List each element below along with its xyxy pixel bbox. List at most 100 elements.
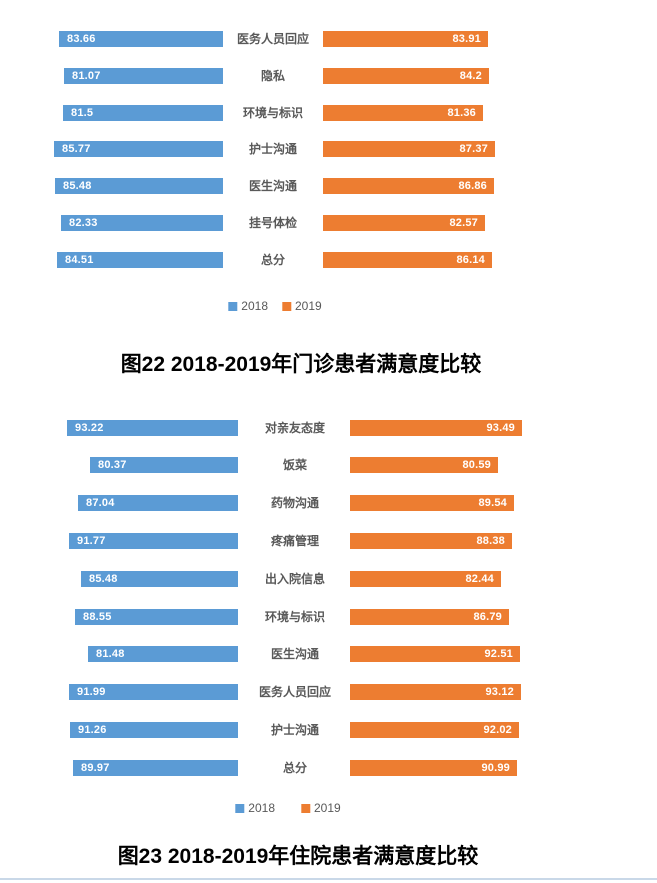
bar-value-2018: 81.48 [96,648,125,660]
category-label: 环境与标识 [242,106,304,120]
category-label: 护士沟通 [248,142,298,156]
category-label: 总分 [260,253,286,267]
bar-value-2018: 93.22 [75,422,104,434]
category-label: 护士沟通 [270,723,320,737]
bar-value-2018: 89.97 [81,762,110,774]
bar-value-2019: 86.79 [473,611,502,623]
bar-2018: 82.33 [61,215,223,231]
legend-item-2019: 2019 [282,299,322,313]
category-label: 出入院信息 [264,572,326,586]
bar-2019: 81.36 [323,105,483,121]
bar-value-2019: 89.54 [478,497,507,509]
bar-2019: 82.44 [350,571,501,587]
category-label: 挂号体检 [248,216,298,230]
legend-item-2018: 2018 [235,801,275,815]
category-label: 医生沟通 [248,179,298,193]
bar-value-2018: 82.33 [69,217,98,229]
figure22-caption: 图22 2018-2019年门诊患者满意度比较 [120,353,482,376]
category-label: 药物沟通 [270,496,320,510]
bar-value-2019: 86.14 [456,254,485,266]
bar-2018: 91.77 [69,533,238,549]
bar-value-2019: 93.49 [486,422,515,434]
legend-label: 2018 [248,801,275,815]
legend-swatch-icon [235,803,245,813]
category-label: 医务人员回应 [236,32,310,46]
bar-2019: 87.37 [323,141,495,157]
bar-value-2018: 85.48 [63,180,92,192]
bar-value-2018: 85.77 [62,143,91,155]
bar-2019: 80.59 [350,457,498,473]
bar-value-2019: 81.36 [447,107,476,119]
category-label: 疼痛管理 [270,534,320,548]
legend-label: 2019 [314,801,341,815]
legend-label: 2018 [241,299,268,313]
bar-2019: 89.54 [350,495,514,511]
bar-2018: 81.48 [88,646,238,662]
category-label: 总分 [282,761,308,775]
bar-value-2018: 81.5 [71,107,94,119]
figure23-caption: 图23 2018-2019年住院患者满意度比较 [117,845,479,868]
bar-value-2019: 90.99 [481,762,510,774]
bar-value-2018: 80.37 [98,459,127,471]
bar-2018: 84.51 [57,252,223,268]
bar-value-2018: 84.51 [65,254,94,266]
bar-2018: 81.5 [63,105,223,121]
category-label: 隐私 [260,69,286,83]
bar-2018: 93.22 [67,420,238,436]
legend-swatch-icon [282,301,291,311]
chart-legend: 2018 2019 [235,801,341,815]
bottom-divider [0,878,657,880]
bar-2019: 86.79 [350,609,509,625]
bar-value-2019: 93.12 [485,686,514,698]
bar-2019: 84.2 [323,68,489,84]
legend-item-2018: 2018 [228,299,268,313]
category-label: 对亲友态度 [264,421,326,435]
bar-value-2019: 82.44 [465,573,494,585]
bar-value-2018: 91.99 [77,686,106,698]
legend-swatch-icon [301,803,310,813]
bar-value-2018: 91.77 [77,535,106,547]
legend-swatch-icon [228,301,238,311]
category-label: 环境与标识 [264,610,326,624]
category-label: 医生沟通 [270,647,320,661]
bar-value-2019: 92.51 [484,648,513,660]
bar-2018: 91.26 [70,722,238,738]
bar-2019: 86.86 [323,178,494,194]
bar-2018: 85.48 [81,571,238,587]
category-label: 饭菜 [282,458,308,472]
bar-value-2019: 87.37 [459,143,488,155]
bar-value-2018: 88.55 [83,611,112,623]
bar-2018: 83.66 [59,31,223,47]
category-label: 医务人员回应 [258,685,332,699]
bar-2019: 82.57 [323,215,485,231]
bar-value-2018: 91.26 [78,724,107,736]
chart-legend: 2018 2019 [228,299,322,313]
bar-2019: 93.49 [350,420,522,436]
bar-value-2019: 80.59 [462,459,491,471]
bar-2018: 88.55 [75,609,238,625]
bar-2018: 81.07 [64,68,223,84]
bar-2019: 83.91 [323,31,488,47]
bar-value-2019: 82.57 [449,217,478,229]
bar-value-2019: 88.38 [476,535,505,547]
bar-2018: 91.99 [69,684,238,700]
bar-2018: 87.04 [78,495,238,511]
bar-2019: 92.51 [350,646,520,662]
legend-item-2019: 2019 [301,801,341,815]
bar-2019: 92.02 [350,722,519,738]
bar-2018: 85.77 [54,141,223,157]
bar-2018: 85.48 [55,178,223,194]
bar-value-2019: 86.86 [458,180,487,192]
bar-value-2018: 87.04 [86,497,115,509]
bar-value-2019: 92.02 [483,724,512,736]
bar-2018: 80.37 [90,457,238,473]
bar-value-2019: 83.91 [452,33,481,45]
bar-2019: 90.99 [350,760,517,776]
bar-2019: 93.12 [350,684,521,700]
bar-value-2018: 83.66 [67,33,96,45]
bar-2019: 86.14 [323,252,492,268]
bar-2018: 89.97 [73,760,238,776]
